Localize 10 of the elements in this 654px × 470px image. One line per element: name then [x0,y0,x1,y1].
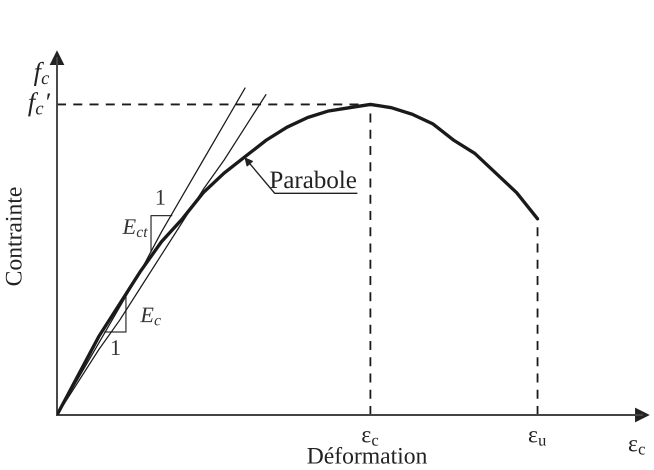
annotation: E$_{c}$ [140,308,161,326]
annotation: 1 [156,190,165,205]
annotation: 1 [112,340,120,355]
legend-label: Parabole [270,170,356,188]
x-tick-label: ε$_{u}$ [528,431,546,446]
y-axis-title: Contrainte [6,187,22,286]
ref-line-label: f$_{c}$′ [28,92,50,116]
x-axis-title: Déformation [307,446,428,464]
annotation: E$_{ct}$ [122,219,148,238]
text: f$_{c}$ [34,62,50,86]
